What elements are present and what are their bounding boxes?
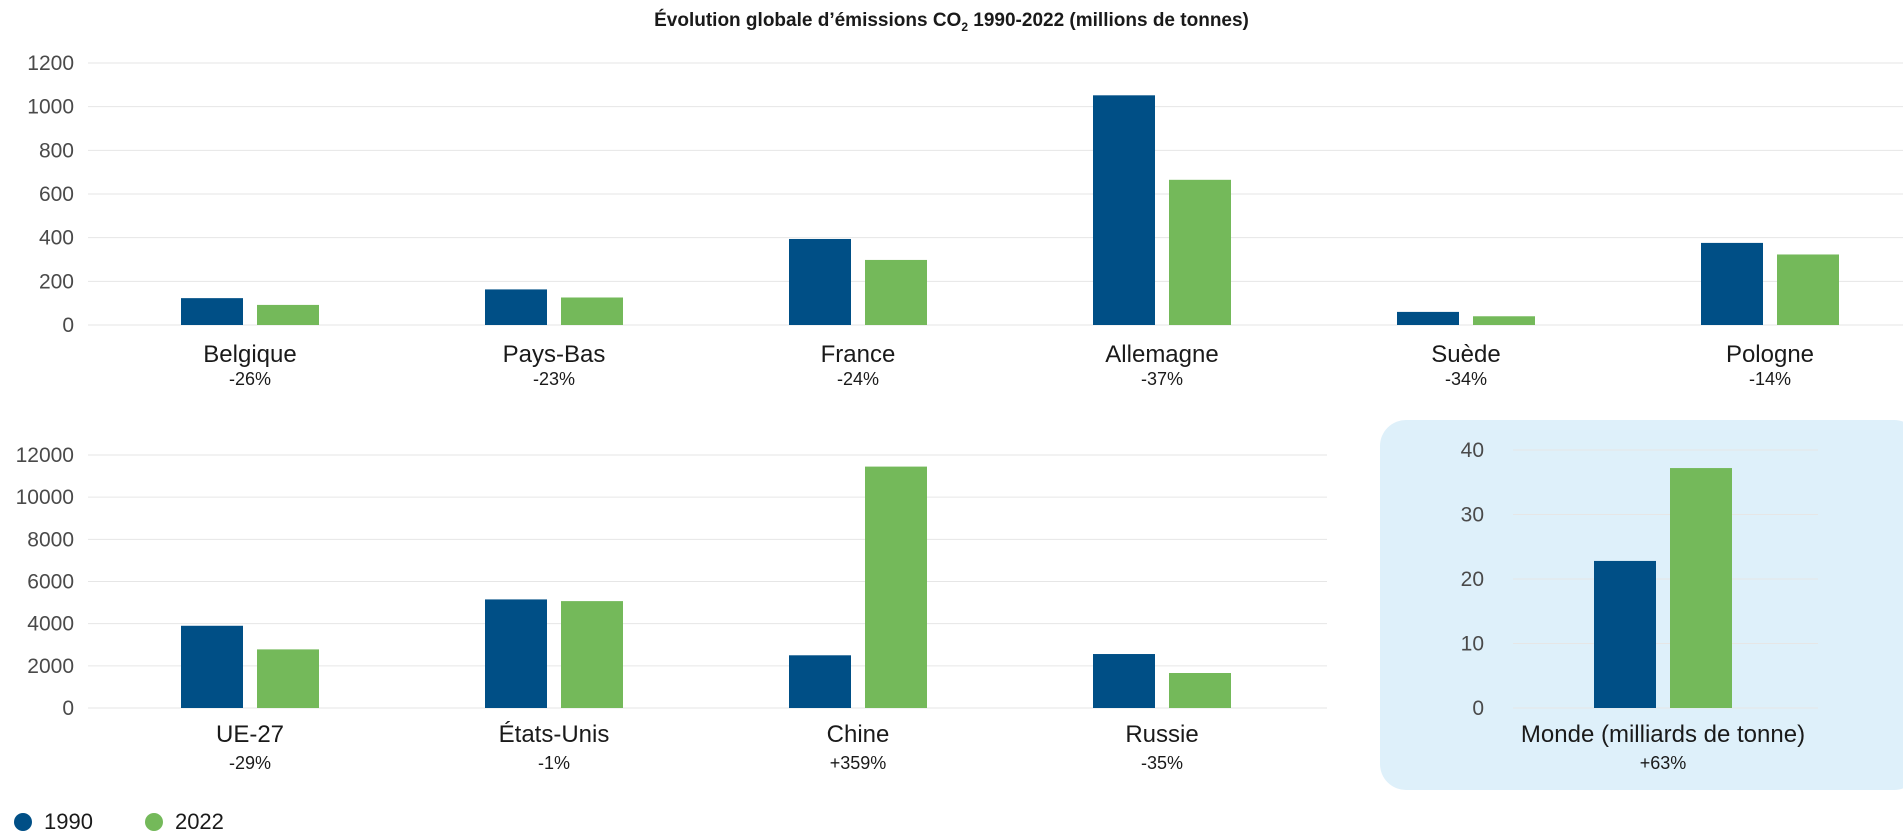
category-label: UE-27 [216,721,284,748]
chart-title: Évolution globale d’émissions CO2 1990-2… [0,10,1903,34]
charts-svg: 020040060080010001200Belgique-26%Pays-Ba… [16,52,1903,773]
y-tick-label: 200 [39,270,74,293]
y-tick-label: 400 [39,227,74,250]
legend: 1990 2022 [14,809,276,835]
legend-dot-1990 [14,813,32,831]
bar-2022 [561,297,623,325]
bar-1990 [1093,654,1155,708]
bar-2022 [257,649,319,708]
bar-1990 [1397,311,1459,325]
y-tick-label: 10000 [16,486,74,509]
change-label: -23% [533,369,575,389]
legend-label-2022: 2022 [174,809,224,834]
category-label: Russie [1125,721,1198,748]
bar-2022 [257,304,319,325]
bar-2022 [1169,179,1231,325]
change-label: +63% [1640,753,1687,773]
category-label: États-Unis [499,721,610,748]
change-label: -35% [1141,753,1183,773]
bar-1990 [485,599,547,708]
y-tick-label: 12000 [16,444,74,467]
legend-label-1990: 1990 [44,809,93,834]
y-tick-label: 30 [1461,504,1484,527]
y-tick-label: 1000 [27,96,74,119]
bar-2022 [865,466,927,708]
bar-1990 [789,655,851,708]
change-label: -34% [1445,369,1487,389]
change-label: -24% [837,369,879,389]
category-label: Chine [827,721,890,748]
bar-2022 [865,259,927,325]
category-label: Suède [1431,341,1500,368]
bar-1990 [485,289,547,325]
legend-item-1990: 1990 [14,809,93,835]
bar-2022 [1777,254,1839,325]
y-tick-label: 0 [62,314,74,337]
y-tick-label: 600 [39,183,74,206]
title-main: Évolution globale d’émissions CO [654,10,962,31]
y-tick-label: 2000 [27,655,74,678]
title-rest: 1990-2022 (millions de tonnes) [968,10,1249,31]
bar-1990 [789,238,851,325]
legend-item-2022: 2022 [144,809,224,835]
bar-1990 [1594,560,1656,708]
change-label: +359% [830,753,887,773]
title-subscript: 2 [961,20,969,34]
y-tick-label: 6000 [27,571,74,594]
bar-2022 [561,601,623,708]
bar-1990 [181,298,243,325]
y-tick-label: 40 [1461,439,1484,462]
bar-2022 [1473,316,1535,325]
change-label: -37% [1141,369,1183,389]
bar-1990 [1701,242,1763,325]
y-tick-label: 10 [1461,633,1484,656]
change-label: -29% [229,753,271,773]
bar-1990 [1093,95,1155,326]
y-tick-label: 0 [62,697,74,720]
y-tick-label: 800 [39,139,74,162]
category-label: Belgique [203,341,296,368]
category-label: Monde (milliards de tonne) [1521,721,1805,748]
bar-2022 [1169,673,1231,708]
y-tick-label: 20 [1461,568,1484,591]
y-tick-label: 4000 [27,613,74,636]
category-label: Pays-Bas [503,341,606,368]
legend-dot-2022 [144,813,163,831]
change-label: -26% [229,369,271,389]
y-tick-label: 8000 [27,528,74,551]
change-label: -14% [1749,369,1791,389]
category-label: Allemagne [1105,341,1218,368]
bar-2022 [1670,468,1732,708]
category-label: Pologne [1726,341,1814,368]
y-tick-label: 0 [1472,697,1484,720]
y-tick-label: 1200 [27,52,74,75]
bar-1990 [181,625,243,708]
change-label: -1% [538,753,570,773]
category-label: France [821,341,896,368]
